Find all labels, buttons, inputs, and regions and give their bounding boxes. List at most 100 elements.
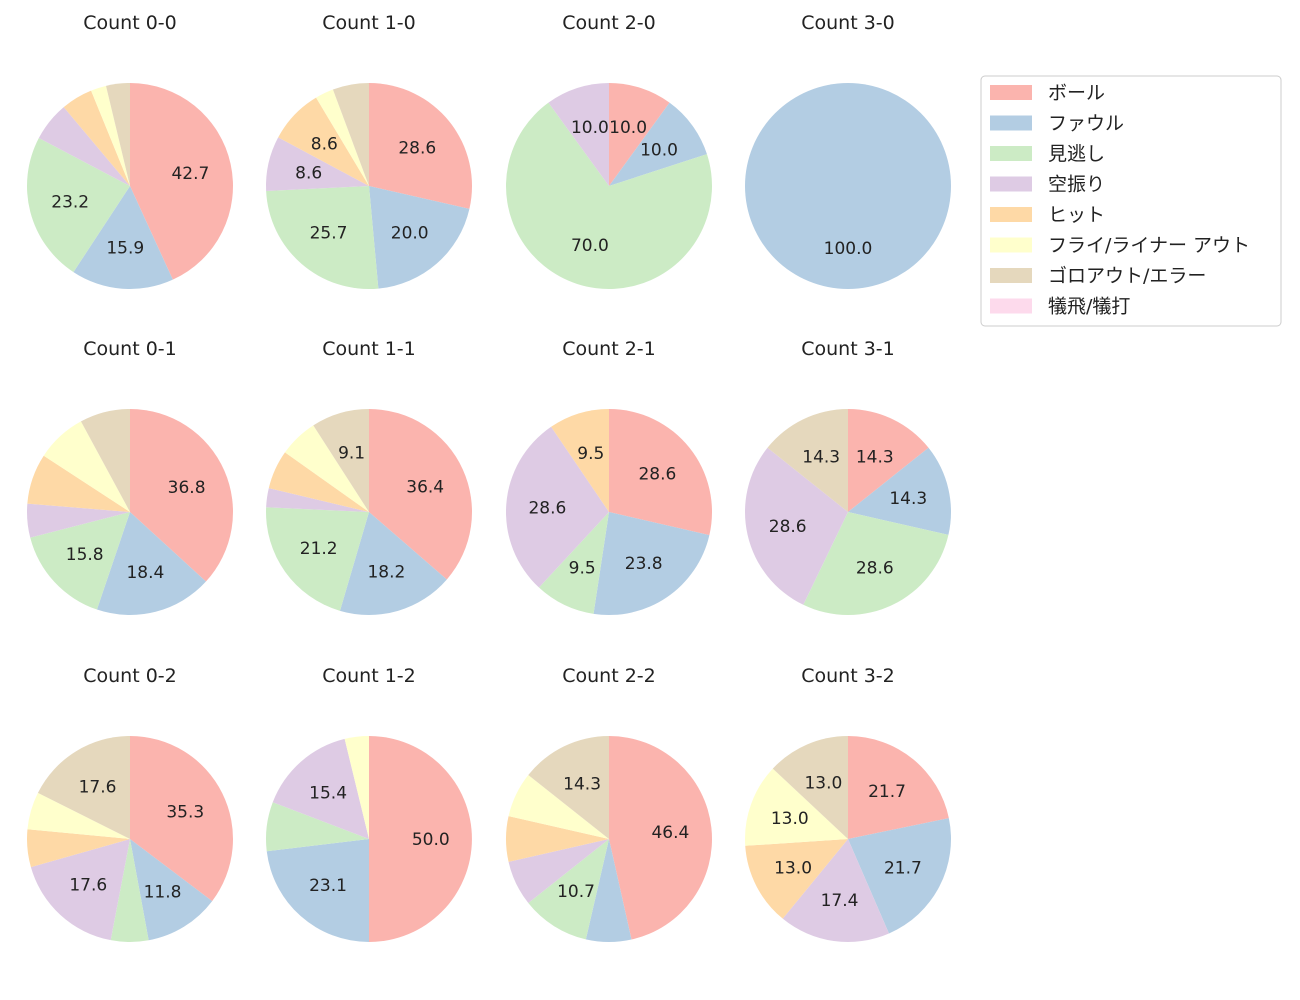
count-0-2-pie: Count 0-2 35.3 11.8 17.6 17.6 (27, 665, 233, 942)
count-1-1-slice-grounder-out-error-label: 9.1 (338, 444, 365, 464)
count-3-2-slice-foul-label: 21.7 (884, 859, 922, 879)
count-0-0-slice-grounder-out-error (106, 83, 130, 186)
count-2-2-slice-called-strike (528, 839, 609, 940)
count-2-1-slice-ball-label: 28.6 (638, 465, 676, 485)
count-3-2-slice-hit (745, 839, 848, 919)
count-3-1-slice-swinging-strike-label: 28.6 (769, 517, 807, 537)
legend-entry: ヒット (990, 204, 1105, 226)
count-0-0-slice-swinging-strike (38, 107, 130, 186)
count-0-2-slice-ball-label: 35.3 (166, 803, 204, 823)
legend-swatch (990, 146, 1032, 161)
count-1-0-slice-ball (369, 83, 473, 209)
count-0-2-slice-hit (27, 829, 130, 868)
count-2-2-slice-swinging-strike (508, 839, 609, 903)
count-1-0-pie: Count 1-0 28.6 20.0 25.7 8.6 8.6 (265, 12, 473, 289)
count-3-1-slice-ball-label: 14.3 (856, 447, 894, 467)
count-3-2-slice-swinging-strike-label: 17.4 (821, 891, 859, 911)
count-3-2-slice-grounder-out-error (772, 736, 848, 839)
count-0-1-slice-foul (96, 512, 206, 615)
count-3-2-pie: Count 3-2 21.7 21.7 17.4 13.0 13.0 13.0 (744, 665, 951, 942)
count-3-2-slice-swinging-strike (782, 839, 889, 942)
count-1-0-slice-foul (369, 186, 470, 289)
count-2-1-slice-hit (551, 409, 609, 512)
count-3-2-title: Count 3-2 (801, 665, 895, 687)
count-2-1-title: Count 2-1 (562, 338, 656, 360)
count-2-0-slice-swinging-strike (548, 83, 609, 186)
count-0-1-slice-called-strike-label: 15.8 (66, 545, 104, 565)
legend-entry: 空振り (990, 174, 1105, 196)
legend-label: ヒット (1048, 204, 1105, 226)
count-1-1-slice-foul (339, 512, 447, 616)
count-3-1-slice-grounder-out-error-label: 14.3 (802, 447, 840, 467)
count-3-2-slice-fly-liner-out (744, 768, 848, 846)
count-1-1-pie: Count 1-1 36.4 18.2 21.2 9.1 (266, 338, 472, 616)
count-3-1-slice-ball (848, 408, 929, 512)
legend-label: ファウル (1048, 113, 1124, 135)
legend-label: ボール (1048, 82, 1105, 104)
count-2-1-slice-hit-label: 9.5 (577, 444, 604, 464)
count-1-0-slice-hit-label: 8.6 (311, 134, 338, 154)
count-3-1-title: Count 3-1 (801, 338, 895, 360)
count-0-0-slice-ball (130, 83, 233, 280)
count-3-0-slice-foul (745, 83, 951, 289)
count-1-0-slice-foul-label: 20.0 (391, 224, 429, 244)
count-2-0-slice-ball-label: 10.0 (609, 118, 647, 138)
count-0-2-slice-foul (130, 839, 213, 941)
count-1-0-slice-swinging-strike-label: 8.6 (295, 163, 322, 183)
count-2-0-slice-foul (609, 102, 707, 186)
count-3-1-slice-swinging-strike (744, 447, 848, 605)
count-1-2-slice-fly-liner-out (344, 736, 369, 839)
count-0-2-slice-grounder-out-error-label: 17.6 (79, 777, 117, 797)
count-2-2-slice-fly-liner-out (508, 775, 609, 839)
count-3-1-slice-foul-label: 14.3 (889, 489, 927, 509)
count-0-1-slice-foul-label: 18.4 (126, 563, 164, 583)
count-3-2-slice-ball-label: 21.7 (868, 782, 906, 802)
count-2-1-slice-foul (593, 512, 710, 615)
count-0-1-slice-called-strike (30, 512, 131, 610)
count-1-0-slice-fly-liner-out (316, 89, 369, 186)
count-0-2-title: Count 0-2 (83, 665, 177, 687)
count-1-0-slice-grounder-out-error (332, 83, 369, 186)
count-3-1-slice-foul (848, 447, 952, 535)
count-1-1-slice-fly-liner-out (284, 425, 369, 512)
count-2-0-slice-ball (609, 83, 670, 186)
count-2-2-slice-ball-label: 46.4 (651, 823, 689, 843)
legend-label: ゴロアウト/エラー (1048, 265, 1206, 287)
legend-entry: 見逃し (990, 143, 1105, 165)
count-1-0-title: Count 1-0 (322, 12, 416, 34)
count-1-2-slice-ball-label: 50.0 (412, 830, 450, 850)
count-2-0-slice-foul-label: 10.0 (640, 141, 678, 161)
count-2-1-slice-called-strike (538, 512, 609, 614)
count-2-1-slice-called-strike-label: 9.5 (569, 559, 596, 579)
count-2-2-slice-ball (609, 736, 712, 940)
count-0-0-slice-hit (63, 90, 130, 186)
legend-entry: ボール (990, 82, 1105, 104)
count-1-0-slice-hit (278, 97, 369, 186)
count-2-0-slice-swinging-strike-label: 10.0 (571, 118, 609, 138)
count-2-2-slice-grounder-out-error (528, 736, 609, 839)
count-1-0-slice-called-strike (266, 186, 379, 289)
count-3-2-slice-foul (848, 818, 951, 934)
legend-entry: ゴロアウト/エラー (990, 265, 1206, 287)
count-3-1-slice-called-strike (803, 512, 949, 616)
count-0-0-slice-fly-liner-out (91, 85, 130, 186)
count-0-0-slice-ball-label: 42.7 (171, 164, 209, 184)
count-1-0-slice-swinging-strike (265, 137, 369, 192)
count-0-2-slice-swinging-strike-label: 17.6 (69, 876, 107, 896)
count-0-1-title: Count 0-1 (83, 338, 177, 360)
count-0-0-slice-called-strike-label: 23.2 (51, 192, 89, 212)
count-2-0-pie: Count 2-010.010.070.010.0 (506, 12, 713, 289)
count-0-2-slice-swinging-strike (30, 839, 130, 941)
count-0-2-slice-ball (130, 736, 233, 902)
count-2-2-slice-foul (585, 839, 632, 943)
count-0-1-slice-hit (27, 455, 131, 512)
count-3-2-slice-fly-liner-out-label: 13.0 (771, 809, 809, 829)
count-3-1-pie: Count 3-1 14.3 14.3 28.6 28.6 14.3 (744, 338, 952, 616)
count-1-1-slice-foul-label: 18.2 (367, 562, 405, 582)
count-2-0-slice-called-strike (506, 102, 713, 289)
count-1-2-slice-called-strike (265, 802, 369, 852)
count-3-2-slice-grounder-out-error-label: 13.0 (804, 773, 842, 793)
count-2-1-slice-swinging-strike (505, 426, 609, 588)
